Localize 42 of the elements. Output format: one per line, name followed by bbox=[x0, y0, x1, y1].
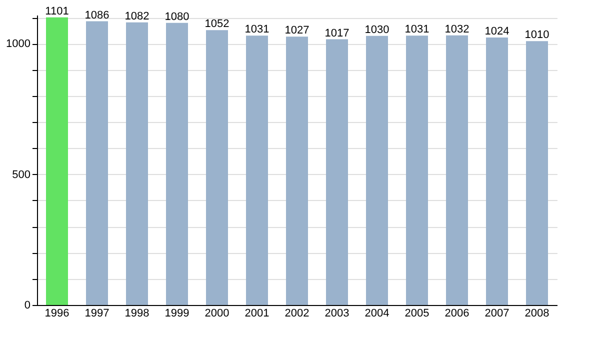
bar bbox=[366, 36, 388, 305]
x-tick-label: 1999 bbox=[164, 308, 190, 320]
x-tick-label: 2004 bbox=[364, 308, 390, 320]
x-tick-label: 2002 bbox=[284, 308, 310, 320]
bar bbox=[406, 36, 428, 305]
bar bbox=[526, 41, 548, 305]
x-tick-label: 2001 bbox=[244, 308, 270, 320]
data-label: 1017 bbox=[324, 27, 350, 40]
bar bbox=[326, 39, 348, 305]
bar bbox=[166, 22, 188, 305]
bar bbox=[446, 35, 468, 305]
data-label: 1010 bbox=[524, 29, 550, 42]
data-label: 1086 bbox=[84, 9, 110, 22]
x-tick-label: 2000 bbox=[204, 308, 230, 320]
bar bbox=[286, 36, 308, 305]
data-label: 1032 bbox=[444, 23, 470, 36]
x-tick-label: 2003 bbox=[324, 308, 350, 320]
bar bbox=[206, 30, 228, 305]
data-label: 1030 bbox=[364, 24, 390, 36]
y-tick-label: 500 bbox=[12, 168, 30, 181]
x-tick-label: 1997 bbox=[84, 308, 110, 320]
data-label: 1024 bbox=[484, 25, 510, 38]
data-label: 1052 bbox=[204, 18, 230, 30]
bar bbox=[246, 36, 268, 305]
x-tick-label: 2005 bbox=[404, 308, 430, 320]
data-label: 1080 bbox=[164, 10, 190, 23]
x-tick-label: 2008 bbox=[524, 308, 550, 320]
x-tick-label: 2006 bbox=[444, 308, 470, 320]
bar bbox=[486, 37, 508, 305]
x-tick-label: 1998 bbox=[124, 308, 150, 320]
bar bbox=[126, 22, 148, 305]
x-tick-label: 2007 bbox=[484, 308, 510, 320]
x-tick-label: 1996 bbox=[44, 308, 70, 320]
data-label: 1027 bbox=[284, 24, 310, 37]
bar bbox=[86, 21, 108, 305]
data-label: 1031 bbox=[244, 24, 270, 36]
data-label: 1031 bbox=[404, 24, 430, 36]
data-label: 1082 bbox=[124, 10, 150, 22]
y-tick-label: 0 bbox=[24, 300, 30, 312]
bar bbox=[46, 17, 68, 305]
y-tick-label: 1000 bbox=[6, 38, 30, 50]
data-label: 1101 bbox=[45, 5, 69, 18]
